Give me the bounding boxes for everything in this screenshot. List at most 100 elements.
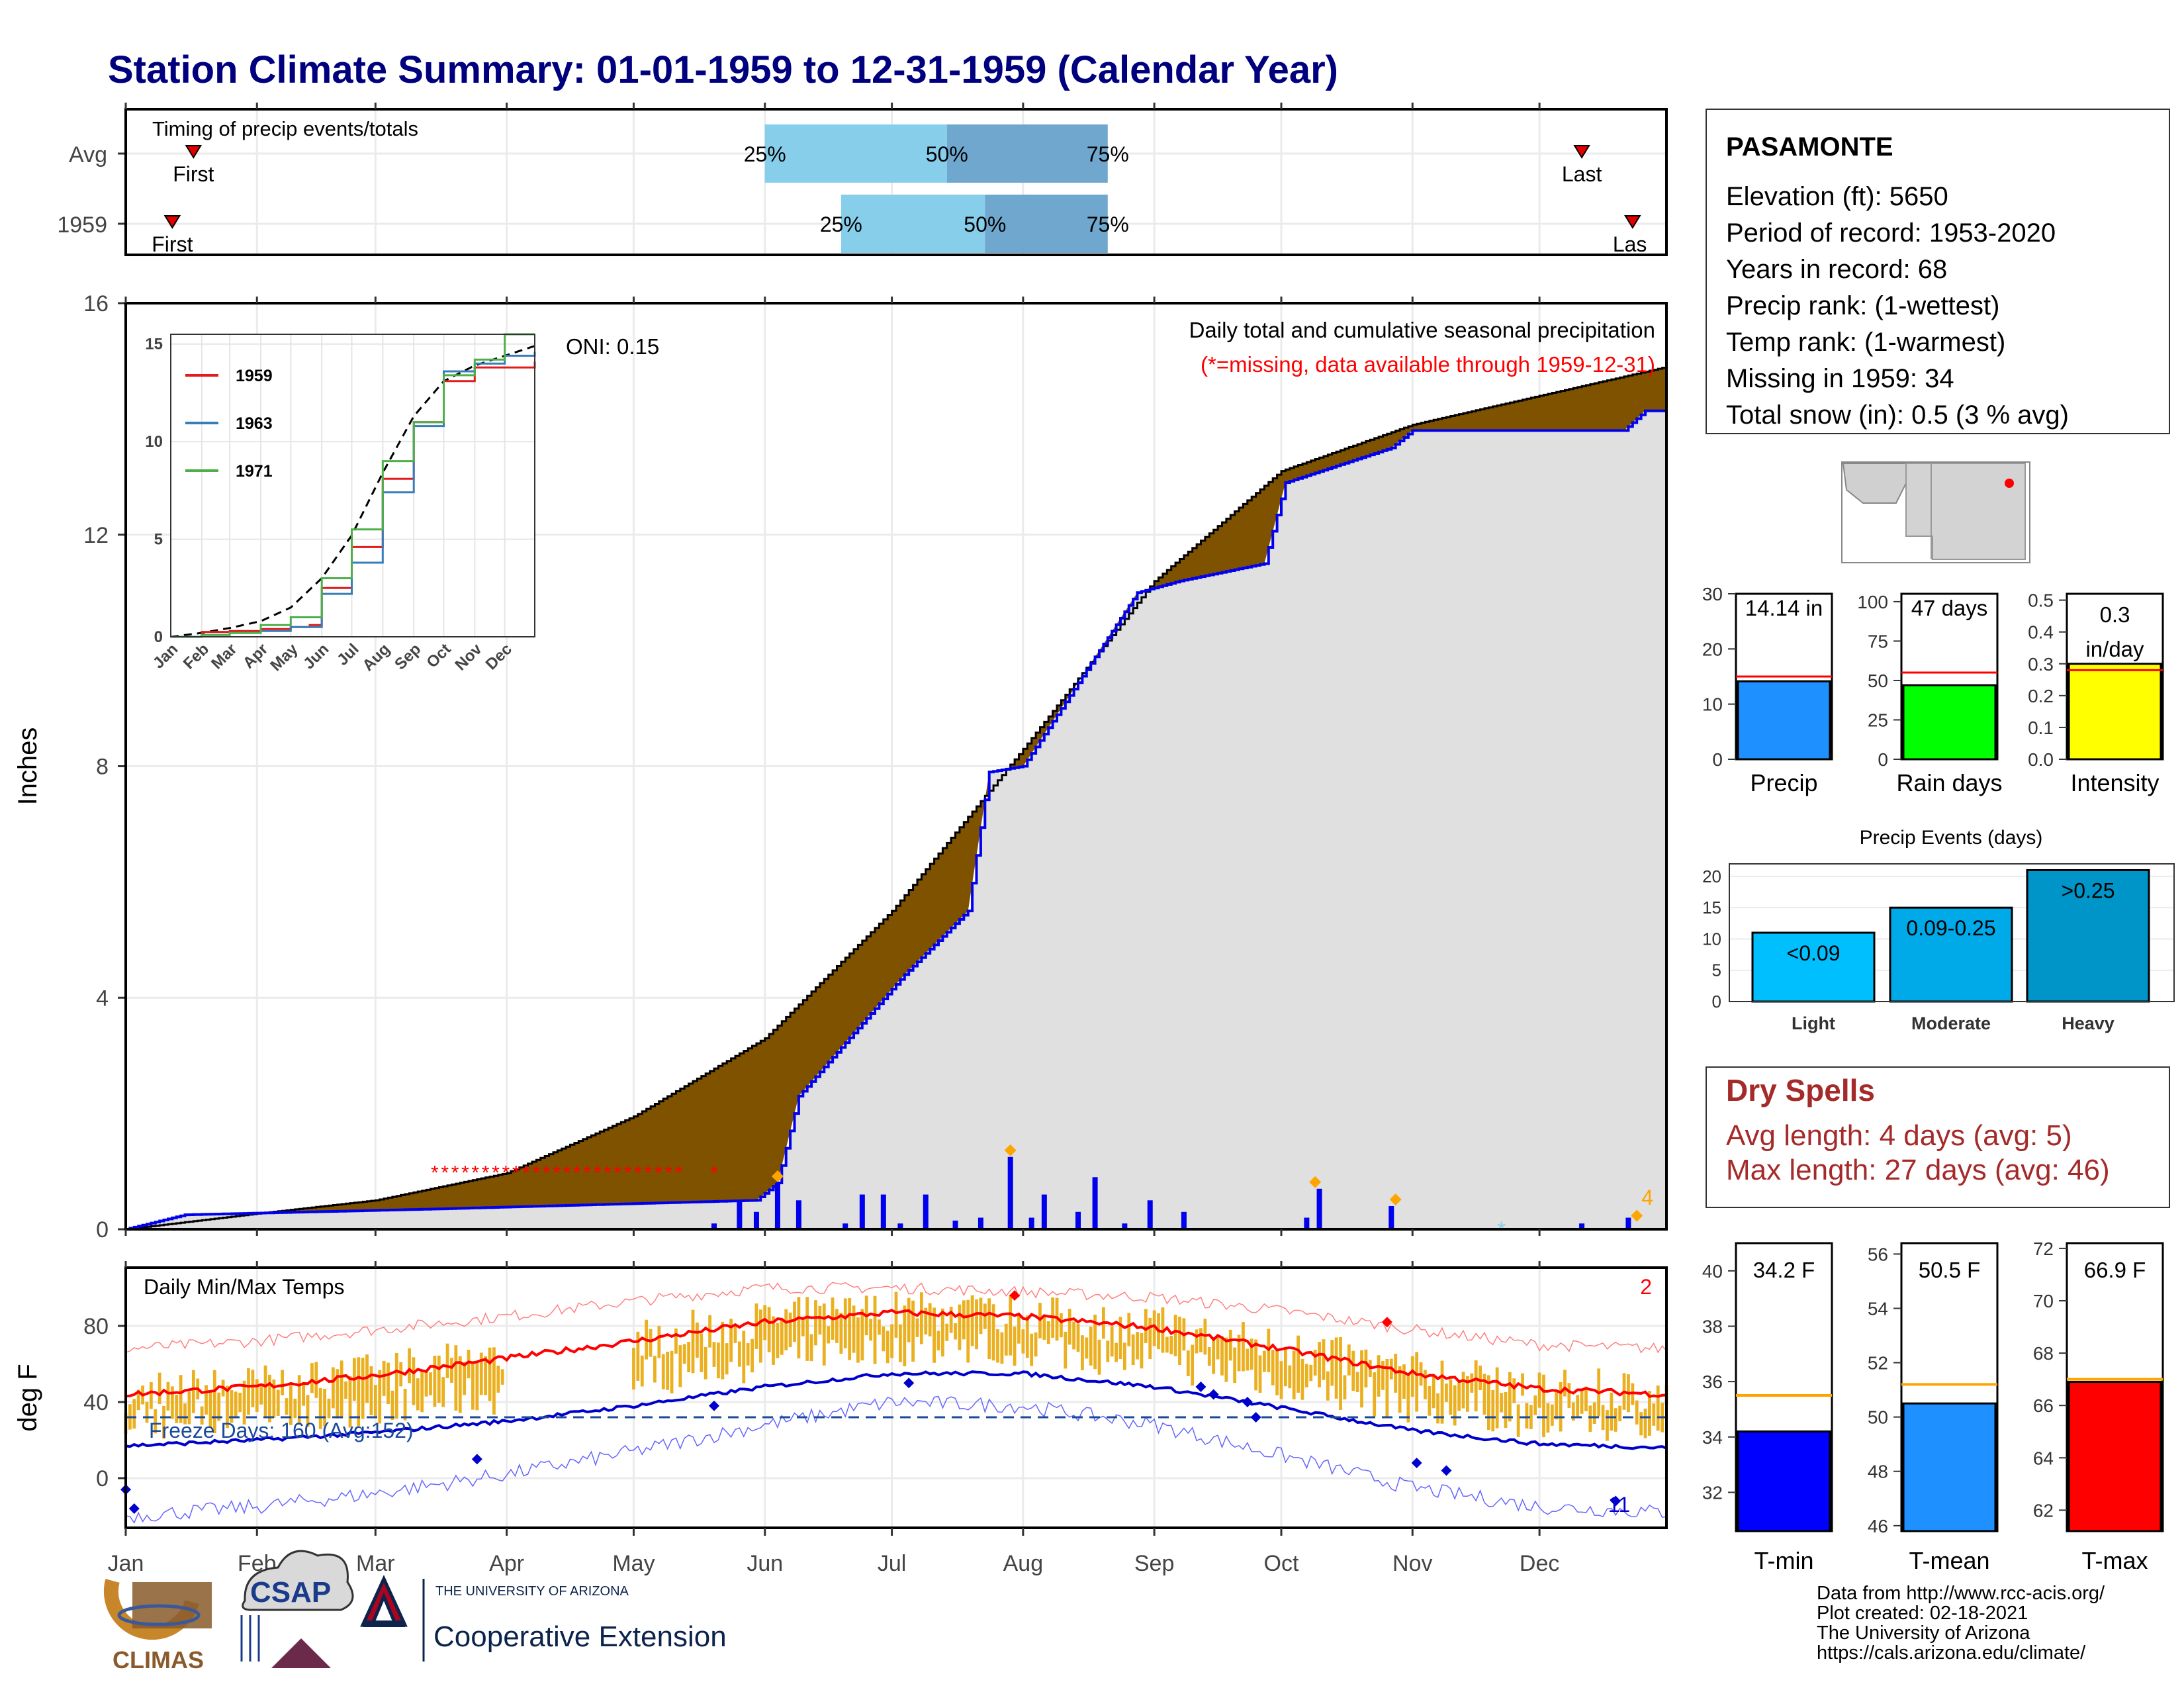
last-event-label: Last bbox=[1562, 162, 1602, 186]
daily-temp-bar bbox=[873, 1295, 877, 1364]
daily-temp-bar bbox=[382, 1360, 386, 1396]
daily-temp-bar bbox=[276, 1389, 280, 1416]
daily-temp-bar bbox=[1406, 1373, 1410, 1423]
daily-temp-bar bbox=[1351, 1350, 1355, 1391]
daily-temp-bar bbox=[657, 1326, 661, 1358]
timing-p75-label: 75% bbox=[1087, 142, 1129, 166]
timing-box-50-75 bbox=[985, 195, 1108, 253]
station-elevation: Elevation (ft): 5650 bbox=[1726, 182, 1948, 211]
missing-data-marker: * bbox=[573, 1162, 581, 1184]
temp-summary-name-label: T-min bbox=[1754, 1547, 1814, 1574]
daily-temp-bar bbox=[162, 1405, 165, 1439]
month-tick-label: May bbox=[612, 1551, 655, 1576]
daily-temp-bar bbox=[1618, 1405, 1622, 1422]
temp-frame bbox=[124, 1266, 1668, 1529]
month-axis: Jan Feb Mar Apr May Jun Jul Aug Sep Oct Nov Dec bbox=[108, 1528, 1559, 1576]
daily-precip-bar bbox=[737, 1200, 743, 1229]
missing-data-marker: * bbox=[614, 1162, 621, 1184]
temp-summary-y-tick-label: 70 bbox=[2033, 1291, 2054, 1311]
daily-temp-bar bbox=[1343, 1375, 1347, 1400]
daily-temp-bar bbox=[1546, 1403, 1550, 1433]
daily-temp-bar bbox=[882, 1326, 886, 1352]
temp-summary-value-label: 34.2 F bbox=[1753, 1258, 1815, 1282]
precip-extreme-marker bbox=[1004, 1144, 1017, 1156]
daily-temp-bar bbox=[1457, 1382, 1461, 1411]
station-snow: Total snow (in): 0.5 (3 % avg) bbox=[1726, 400, 2069, 430]
daily-temp-bar bbox=[484, 1356, 488, 1395]
summary-y-tick-label: 10 bbox=[1702, 694, 1723, 715]
temp-y-tick-label: 80 bbox=[83, 1314, 109, 1339]
daily-temp-bar bbox=[975, 1299, 978, 1350]
record-high-marker bbox=[1381, 1317, 1392, 1328]
daily-temp-bar bbox=[1525, 1403, 1529, 1429]
timing-p50-label: 50% bbox=[964, 212, 1006, 236]
daily-temp-bar bbox=[1542, 1374, 1545, 1438]
daily-temp-bar bbox=[1576, 1395, 1580, 1419]
daily-temp-bar bbox=[894, 1291, 898, 1338]
daily-temp-bar bbox=[1173, 1315, 1177, 1356]
daily-temp-bar bbox=[1529, 1405, 1533, 1430]
daily-temp-bar bbox=[954, 1323, 957, 1340]
temp-summary-name-label: T-max bbox=[2081, 1547, 2148, 1574]
daily-temp-bar bbox=[488, 1347, 492, 1401]
temp-summary-bar-t-mean bbox=[1902, 1402, 1997, 1532]
daily-temp-bar bbox=[1656, 1385, 1660, 1431]
station-name: PASAMONTE bbox=[1726, 132, 1893, 162]
daily-temp-bar bbox=[1402, 1364, 1406, 1399]
daily-temp-bar bbox=[373, 1385, 377, 1418]
daily-temp-bar bbox=[1030, 1333, 1034, 1366]
daily-temp-bar bbox=[907, 1297, 911, 1342]
daily-temp-bar bbox=[1288, 1365, 1292, 1389]
daily-temp-bar bbox=[1199, 1328, 1203, 1352]
station-years: Years in record: 68 bbox=[1726, 255, 1947, 284]
daily-temp-bar bbox=[801, 1317, 805, 1336]
daily-precip-bar bbox=[1075, 1211, 1081, 1229]
timing-box-25-50 bbox=[764, 124, 947, 183]
daily-temp-bar bbox=[797, 1297, 801, 1359]
daily-temp-bar bbox=[1275, 1350, 1279, 1395]
daily-temp-bar bbox=[1004, 1323, 1008, 1356]
daily-temp-bar bbox=[763, 1305, 767, 1340]
summary-value-unit: in/day bbox=[2085, 637, 2144, 661]
month-tick-label: Jul bbox=[878, 1551, 906, 1576]
missing-data-marker: * bbox=[594, 1162, 602, 1184]
daily-temp-bar bbox=[1512, 1378, 1516, 1403]
daily-temp-bar bbox=[1072, 1321, 1076, 1350]
record-low-marker bbox=[708, 1400, 719, 1411]
timing-p75-label: 75% bbox=[1087, 212, 1129, 236]
daily-temp-bar bbox=[1224, 1337, 1228, 1382]
daily-temp-bar bbox=[394, 1352, 398, 1419]
daily-temp-bar bbox=[1068, 1309, 1071, 1345]
missing-data-marker: * bbox=[624, 1162, 632, 1184]
missing-data-marker: * bbox=[553, 1162, 561, 1184]
inset-legend-label: 1963 bbox=[236, 414, 273, 433]
record-low-marker bbox=[1250, 1412, 1261, 1423]
daily-temp-bar bbox=[336, 1369, 340, 1419]
daily-temp-bar bbox=[454, 1345, 458, 1411]
month-tick-label: Mar bbox=[356, 1551, 395, 1576]
daily-temp-bar bbox=[1106, 1340, 1110, 1362]
daily-temp-bar bbox=[721, 1321, 725, 1380]
summary-y-tick-label: 0.0 bbox=[2028, 749, 2054, 770]
daily-temp-bar bbox=[1453, 1385, 1457, 1426]
temp-summary-y-tick-label: 56 bbox=[1868, 1244, 1888, 1264]
temperature-panel: 0 40 80 Daily Min/Max Temps Freeze Days: 160… bbox=[13, 1261, 1668, 1529]
daily-temp-bar bbox=[1584, 1386, 1588, 1411]
summary-bar-precip bbox=[1737, 680, 1831, 761]
daily-temp-bar bbox=[310, 1363, 314, 1393]
daily-temp-bar bbox=[1500, 1393, 1503, 1413]
temp-summary-y-tick-label: 36 bbox=[1702, 1372, 1723, 1392]
daily-temp-bar bbox=[1000, 1332, 1004, 1364]
daily-temp-bar bbox=[1148, 1317, 1152, 1360]
daily-precip-bar bbox=[923, 1194, 929, 1229]
daily-temp-bar bbox=[1009, 1295, 1013, 1356]
daily-precip-bar bbox=[842, 1223, 848, 1229]
daily-temp-bar bbox=[1085, 1337, 1089, 1359]
summary-bar-charts: 0 10 20 30 14.14 in Precip 0 25 50 75 100 47 days Ra… bbox=[1702, 584, 2164, 796]
daily-temp-bar bbox=[1263, 1350, 1266, 1372]
daily-temp-bar bbox=[767, 1307, 771, 1352]
daily-temp-bar bbox=[928, 1303, 932, 1336]
daily-temp-bar bbox=[848, 1297, 852, 1360]
missing-data-marker: * bbox=[563, 1162, 571, 1184]
